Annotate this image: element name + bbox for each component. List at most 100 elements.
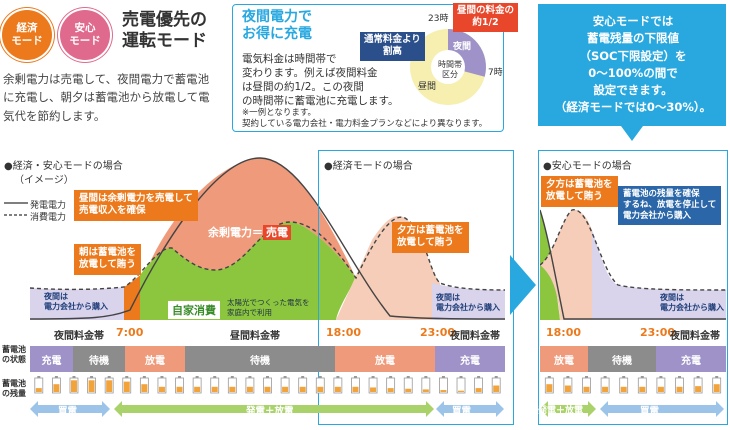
legend-lines: [4, 202, 28, 216]
battery-icon: [439, 376, 448, 394]
state-charge-right: 充電: [435, 346, 505, 372]
battery-icon: [298, 376, 308, 394]
generation-curve: [29, 157, 506, 320]
safe-buy-area: [592, 230, 726, 320]
pie-label-center: 時間帯 区分: [438, 60, 462, 80]
gen-discharge-arrow: [114, 401, 434, 417]
caption-morning-discharge: 朝は蓄電池を 放電して賄う: [74, 244, 142, 275]
safe-state-standby: 待機: [588, 346, 656, 372]
night-buy-right-label: 夜間は 電力会社から購入: [436, 293, 500, 313]
safe-mode-label: ●安心モードの場合: [543, 161, 632, 172]
time-day: 昼間料金帯: [230, 331, 280, 342]
right-info-box: [538, 4, 726, 141]
battery-icon: [34, 376, 44, 394]
pie-label-day: 昼間: [418, 82, 437, 92]
battery-icon: [139, 376, 149, 394]
eco-mode-label: ●経済モードの場合: [324, 157, 415, 172]
safe-generation-curve: [540, 209, 726, 320]
battery-level-label: 蓄電池 の残量: [2, 379, 26, 398]
battery-icon: [693, 376, 703, 394]
sell-label: 売電: [263, 225, 291, 240]
battery-icon: [122, 376, 132, 394]
right-info-text: 安心モードでは 蓄電残量の下限値 （SOC下限設定）を 0～100%の間で 設定…: [554, 14, 712, 115]
battery-icon: [656, 376, 666, 394]
time-1800: 18:00: [326, 326, 362, 339]
battery-icon: [245, 376, 255, 394]
pie-label-7: 7時: [488, 68, 503, 78]
self-consumption-area: [140, 222, 356, 320]
battery-icon: [421, 376, 431, 394]
night-buy-left-area: [30, 287, 124, 430]
consumption-curve: [29, 216, 506, 291]
battery-icon: [563, 376, 573, 394]
time-night-right: 夜間料金帯: [450, 331, 500, 342]
gen-discharge-label: 発電＋放電: [246, 406, 294, 417]
battery-icon: [675, 376, 684, 394]
self-use-label: 自家消費: [168, 301, 220, 319]
state-discharge-morning: 放電: [125, 346, 185, 372]
main-energy-chart: [29, 157, 506, 430]
battery-icon: [263, 376, 272, 394]
time-700: 7:00: [116, 326, 144, 339]
battery-icon: [474, 376, 484, 394]
buy-left-label: 買電: [58, 406, 78, 417]
battery-icon: [157, 376, 167, 394]
night-box-body: 電気料金は時間帯で 変わります。例えば夜間料金 は昼間の約1/2。この夜間 の時…: [242, 53, 399, 107]
battery-icon: [637, 376, 647, 394]
state-discharge-evening: 放電: [335, 346, 435, 372]
safe-night-buy-label: 夜間は 電力会社から購入: [660, 293, 724, 313]
section-label: ●経済・安心モードの場合: [4, 161, 123, 172]
battery-icon: [491, 376, 501, 394]
battery-icon: [368, 376, 378, 394]
battery-icon: [619, 376, 629, 394]
caption-day-sell: 昼間は余剰電力を売電して 売電収入を確保: [74, 190, 198, 221]
surplus-area: [150, 158, 356, 278]
safe-energy-chart: [540, 209, 727, 320]
safe-time-2300: 23:00: [640, 326, 676, 339]
night-box-title: 夜間電力で お得に充電: [242, 9, 312, 42]
safe-gen-discharge-arrow: [540, 401, 596, 417]
caption-evening-discharge: 夕方は蓄電池を 放電して賄う: [392, 222, 469, 253]
pie-label-23: 23時: [428, 14, 449, 24]
surplus-label: 余剰電力＝ 売電: [208, 224, 291, 240]
battery-state-label: 蓄電池 の状態: [2, 345, 26, 364]
battery-icon: [227, 376, 237, 394]
battery-icon: [87, 376, 96, 394]
safe-mode-badge: 安心 モード: [60, 10, 110, 60]
safe-caption-keep: 蓄電池の残量を確保 するね、放電を停止して 電力会社から購入: [618, 186, 722, 226]
safe-time-1800: 18:00: [546, 326, 582, 339]
battery-icon: [386, 376, 396, 394]
eco-mode-badge: 経済 モード: [2, 10, 52, 60]
safe-consumption-curve: [540, 209, 727, 291]
callout-normal-price: 通常料金より 割高: [360, 32, 425, 61]
safe-mode-panel: [538, 150, 728, 425]
safe-state-charge: 充電: [656, 346, 726, 372]
safe-state-discharge: 放電: [540, 346, 588, 372]
battery-icon: [712, 376, 722, 394]
battery-icon: [51, 376, 61, 394]
buy-right-label: 買電: [452, 406, 472, 417]
legend-consumption: 消費電力: [30, 213, 67, 223]
battery-icon: [582, 376, 591, 394]
night-box-note: ※一例となります。 契約している電力会社・電力料金プランなどにより異なります。: [242, 108, 488, 130]
solar-home-label: 太陽光でつくった電気を 家庭内で利用: [227, 298, 310, 317]
pie-label-night: 夜間: [453, 42, 472, 52]
night-buy-right-area: [432, 283, 505, 320]
battery-icon: [210, 376, 220, 394]
legend-generation: 発電電力: [30, 201, 67, 211]
battery-icon: [351, 376, 360, 394]
battery-icon: [600, 376, 610, 394]
battery-icon: [456, 376, 466, 394]
image-label: （イメージ）: [14, 175, 74, 186]
state-charge-left: 充電: [30, 346, 73, 372]
time-band-pie: [410, 29, 486, 105]
safe-evening-discharge-area: [540, 209, 592, 320]
flow-arrows-safe: [540, 401, 724, 417]
time-night-left: 夜間料金帯: [54, 331, 104, 342]
safe-buy-label: 買電: [640, 406, 660, 417]
time-2300: 23:00: [420, 326, 456, 339]
safe-battery-level-row: [544, 376, 722, 394]
callout-night-price: 昼間の料金の 約1/2: [453, 3, 519, 32]
state-standby-left: 待機: [73, 346, 125, 372]
battery-level-row: [34, 376, 501, 394]
